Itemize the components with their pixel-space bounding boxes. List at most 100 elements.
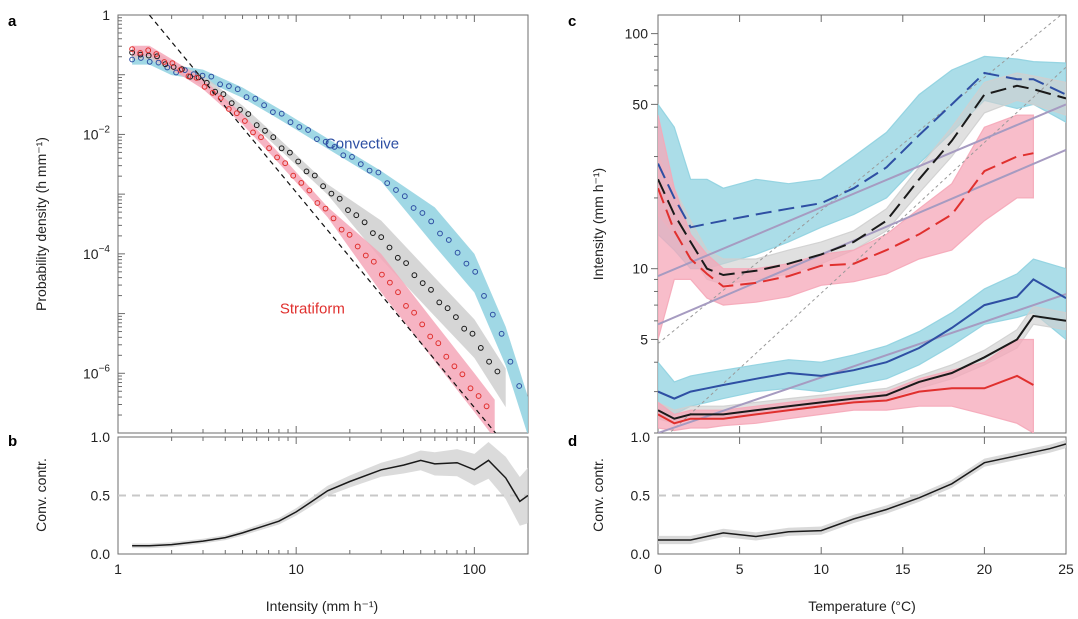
panel-c-line: [658, 84, 1066, 277]
panel-a-ytick-label: 10−6: [83, 363, 110, 381]
panel-d-ytick-label: 0.0: [631, 546, 651, 562]
panel-a-ytick-label: 10−4: [83, 244, 110, 262]
panel-a-point-all: [494, 368, 501, 375]
panel-a-band-convective: [132, 54, 528, 433]
panel-a-point-convective: [366, 167, 373, 174]
panel-a-point-all: [262, 127, 268, 134]
panel-a-point-stratiform: [129, 46, 136, 52]
panel-a-point-stratiform: [201, 83, 208, 90]
panel-a-point-convective: [243, 94, 250, 101]
panel-a-point-stratiform: [290, 172, 297, 179]
panel-a-point-all: [353, 212, 360, 219]
panel-a-point-convective: [516, 383, 523, 389]
panel-a-point-all: [303, 168, 310, 175]
panel-a-point-convective: [463, 260, 470, 267]
panel-a-point-convective: [507, 358, 514, 365]
panel-a-point-convective: [234, 86, 241, 93]
panel-a-point-all: [428, 286, 434, 293]
panel-a-point-stratiform: [370, 258, 377, 265]
panel-a-point-stratiform: [193, 75, 200, 81]
panel-a-point-all: [386, 244, 393, 251]
panel-a-point-convective: [340, 152, 347, 159]
panel-a-point-all: [336, 195, 343, 202]
panel-a-point-stratiform: [419, 321, 426, 328]
panel-a-point-convective: [498, 330, 505, 337]
panel-a-annotation-convective: Convective: [325, 136, 399, 153]
panel-c-ytick-label: 50: [632, 96, 648, 112]
panel-a-point-convective: [146, 58, 153, 65]
panel-c-ytick-label: 100: [625, 26, 649, 42]
panel-a-point-all: [444, 305, 451, 312]
panel-a-point-all: [253, 122, 260, 129]
panel-c-ytick-label: 5: [640, 331, 648, 347]
panel-d-line: [658, 443, 1066, 541]
panel-a-point-convective: [349, 154, 355, 160]
panel-a-point-stratiform: [209, 89, 216, 96]
panel-a-frame: [117, 14, 529, 434]
panel-c-reference-line: [658, 15, 1062, 345]
panel-d-xtick-label: 10: [813, 561, 829, 577]
panel-a-point-stratiform: [217, 95, 224, 101]
panel-d-ylabel: Conv. contr.: [590, 458, 606, 532]
panel-a-point-stratiform: [330, 215, 337, 222]
panel-a-point-all: [145, 52, 152, 59]
panel-a-point-stratiform: [233, 110, 240, 117]
panel-a-chart: Probability density (h mm⁻¹) 10−6 10−4 10−…: [33, 7, 529, 434]
panel-a-point-convective: [489, 311, 496, 318]
panel-a-point-convective: [428, 218, 435, 225]
panel-a-point-convective: [419, 210, 426, 216]
panel-a-ytick-label: 1: [102, 7, 110, 23]
panel-d-plot-area: [658, 439, 1066, 545]
panel-a-point-convective: [314, 136, 320, 143]
panel-b-xtick-label: 10: [288, 561, 304, 577]
panel-a-point-convective: [252, 95, 259, 102]
panel-a-plot-area: [129, 15, 528, 433]
panel-a-point-all: [411, 272, 418, 279]
panel-d-band: [658, 439, 1066, 545]
panel-a-point-stratiform: [177, 67, 184, 73]
panel-a-point-all: [295, 158, 302, 165]
panel-b-ylabel: Conv. contr.: [33, 458, 49, 532]
panel-a-point-stratiform: [298, 180, 305, 186]
panel-d-xtick-label: 5: [736, 561, 744, 577]
panel-a-point-convective: [401, 193, 408, 200]
panel-a-point-stratiform: [169, 60, 176, 66]
panel-d-chart: Conv. contr. Temperature (°C) 0 5 10 15 20 25…: [590, 429, 1074, 614]
panel-d-xtick-label: 25: [1058, 561, 1074, 577]
panel-a-point-convective: [445, 237, 452, 243]
panel-a-point-all: [486, 358, 493, 365]
panel-a-point-convective: [287, 119, 294, 126]
panel-a-point-convective: [208, 73, 215, 80]
panel-d-xtick-label: 15: [895, 561, 911, 577]
panel-a-point-convective: [261, 102, 268, 109]
panel-a-point-all: [403, 260, 410, 267]
panel-a-point-convective: [481, 293, 487, 299]
panel-b-ytick-label: 1.0: [91, 429, 111, 445]
panel-b-xlabel: Intensity (mm h⁻¹): [266, 598, 378, 614]
panel-b-chart: Conv. contr. Intensity (mm h⁻¹) 1 10 100 0.…: [33, 429, 529, 614]
panel-a-point-stratiform: [137, 50, 144, 56]
panel-a-point-stratiform: [411, 309, 418, 316]
panel-a-point-convective: [472, 268, 479, 275]
panel-a-point-stratiform: [266, 145, 273, 152]
panel-a-point-convective: [270, 109, 276, 115]
panel-a-point-all: [228, 100, 235, 106]
panel-d-xtick-label: 0: [654, 561, 662, 577]
panel-a-point-stratiform: [225, 106, 232, 112]
panel-a-point-convective: [393, 187, 399, 193]
panel-a-point-convective: [173, 69, 180, 76]
panel-a-point-all: [361, 219, 368, 226]
panel-d-ytick-label: 1.0: [631, 429, 651, 445]
panel-b-xtick-label: 100: [463, 561, 487, 577]
panel-a-point-all: [278, 145, 285, 152]
panel-a-point-stratiform: [379, 271, 385, 278]
panel-a-point-stratiform: [250, 129, 256, 136]
panel-a-point-all: [378, 234, 385, 241]
panel-a-point-stratiform: [403, 303, 409, 309]
panel-a-point-convective: [331, 144, 338, 150]
panel-a-point-stratiform: [161, 59, 168, 65]
panel-a-point-stratiform: [475, 393, 482, 399]
panel-a-point-all: [370, 230, 376, 237]
panel-a-point-stratiform: [451, 363, 458, 370]
